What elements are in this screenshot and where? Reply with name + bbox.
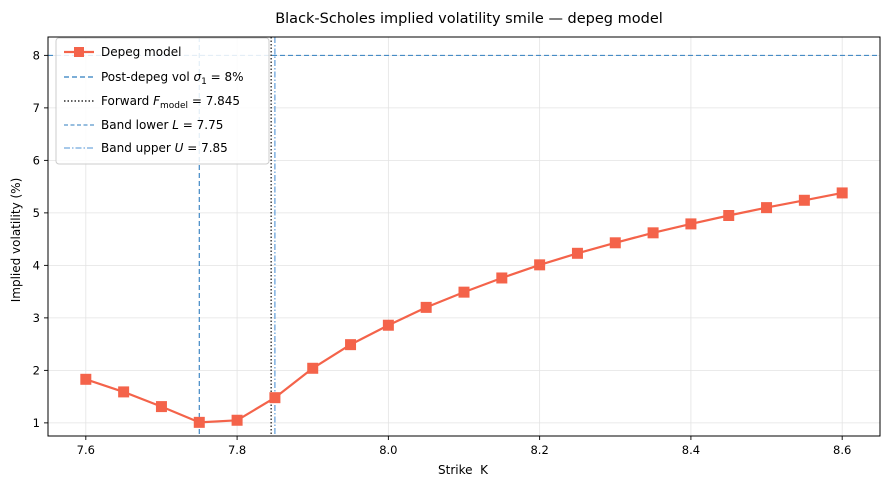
y-tick-label: 2 [33, 363, 40, 377]
y-tick-label: 5 [33, 206, 40, 220]
y-tick-label: 6 [33, 153, 40, 167]
y-axis-ticks: 1 2 3 4 5 6 7 8 [33, 48, 48, 430]
data-point [155, 401, 167, 413]
x-tick-label: 7.8 [228, 443, 246, 457]
data-point [231, 414, 243, 426]
data-point [571, 247, 583, 259]
data-point [382, 319, 394, 331]
data-point [80, 373, 92, 385]
data-point [761, 202, 773, 214]
legend-label-depeg-model: Depeg model [101, 45, 181, 59]
x-tick-label: 8.6 [833, 443, 851, 457]
data-point [458, 286, 470, 298]
y-tick-label: 1 [33, 416, 40, 430]
y-tick-label: 4 [33, 258, 40, 272]
x-tick-label: 7.6 [77, 443, 95, 457]
data-point [723, 210, 735, 221]
legend-marker-depeg-model [74, 47, 84, 57]
data-point [118, 386, 130, 398]
data-point [420, 301, 432, 313]
data-point [534, 259, 546, 271]
data-point [496, 272, 508, 284]
y-tick-label: 3 [33, 311, 40, 325]
data-point [647, 227, 659, 239]
data-point [345, 339, 357, 351]
data-point [685, 218, 697, 230]
axes-frame [47, 36, 881, 437]
legend: Depeg model Post-depeg vol σ1 = 8% Forwa… [55, 37, 270, 165]
x-tick-label: 8.2 [530, 443, 548, 457]
series [80, 187, 848, 428]
legend-label-band-upper: Band upper U = 7.85 [101, 141, 228, 155]
x-tick-label: 8.0 [379, 443, 397, 457]
data-point [307, 362, 319, 374]
data-point [798, 194, 810, 206]
data-point [609, 237, 621, 249]
chart-title: Black-Scholes implied volatility smile —… [275, 11, 663, 27]
legend-box [55, 37, 270, 165]
legend-label-forward: Forward Fmodel = 7.845 [101, 94, 240, 111]
data-point [836, 187, 848, 199]
x-axis-label: Strike K [438, 463, 489, 477]
data-point [193, 416, 205, 428]
y-axis-label: Implied volatility (%) [9, 178, 23, 303]
x-tick-label: 8.4 [682, 443, 700, 457]
data-point [269, 392, 281, 404]
legend-label-post-depeg-vol: Post-depeg vol σ1 = 8% [101, 70, 244, 87]
y-tick-label: 8 [33, 48, 40, 62]
legend-label-band-lower: Band lower L = 7.75 [101, 118, 223, 132]
y-tick-label: 7 [33, 101, 40, 115]
x-axis-ticks: 7.6 7.8 8.0 8.2 8.4 8.6 [77, 436, 851, 457]
